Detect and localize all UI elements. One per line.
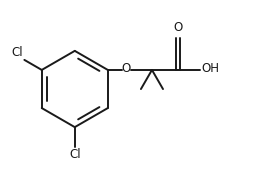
Text: O: O [173,21,183,34]
Text: Cl: Cl [12,46,23,59]
Text: OH: OH [201,62,219,75]
Text: Cl: Cl [69,148,81,161]
Text: O: O [121,62,130,75]
